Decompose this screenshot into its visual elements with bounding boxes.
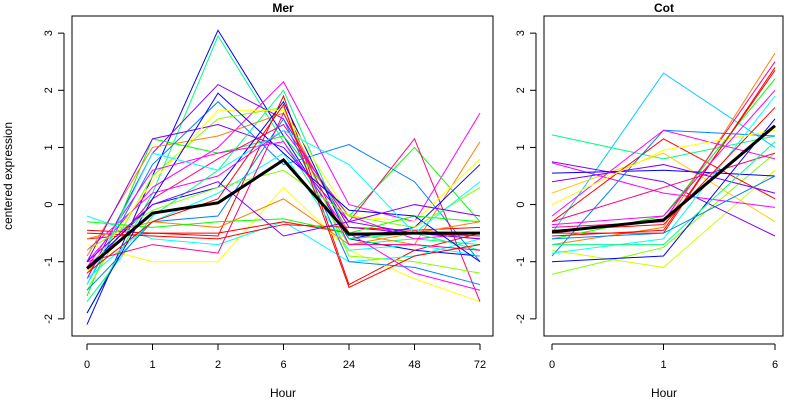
series-line-cot-23 [551, 69, 776, 237]
x-axis-label-mer: Hour [270, 386, 296, 400]
series-line-mer-1 [86, 34, 481, 314]
series-line-cot-20 [552, 141, 776, 246]
y-tick-label-cot: 3 [515, 30, 527, 36]
series-line-cot-22 [551, 175, 776, 240]
x-tick-label-mer: 1 [149, 359, 155, 371]
series-line-cot-14 [551, 129, 776, 217]
series-line-mer-17 [86, 124, 481, 262]
x-tick-label-mer: 0 [84, 359, 90, 371]
x-tick-label-mer: 72 [474, 359, 486, 371]
y-tick-label-mer: 2 [43, 87, 55, 93]
x-tick-label-cot: 1 [660, 359, 666, 371]
mean-line-mer [86, 158, 480, 270]
series-line-mer-18 [86, 89, 481, 303]
y-axis-label: centered expression [1, 122, 15, 230]
series-line-mer-14 [86, 224, 481, 240]
x-tick-label-mer: 2 [215, 359, 221, 371]
x-tick-label-mer: 48 [408, 359, 420, 371]
series-line-cot-24 [551, 89, 776, 226]
series-line-cot-12 [551, 169, 776, 177]
series-line-cot-8 [551, 52, 776, 246]
y-tick-label-cot: 0 [515, 202, 527, 208]
series-line-cot-6 [551, 162, 776, 208]
y-tick-label-mer: 3 [43, 30, 55, 36]
series-line-mer-25 [86, 141, 481, 291]
series-line-cot-9 [551, 61, 776, 228]
panel-title-mer: Mer [272, 1, 294, 15]
x-tick-label-mer: 6 [280, 359, 286, 371]
x-axis-label-cot: Hour [651, 386, 677, 400]
series-line-mer-24 [86, 92, 481, 314]
series-line-mer-9 [86, 101, 481, 285]
y-tick-label-mer: -2 [43, 314, 55, 324]
series-line-cot-15 [551, 95, 776, 254]
plot-frame-cot [543, 15, 784, 337]
series-line-mer-28 [86, 103, 481, 289]
y-tick-label-mer: 1 [43, 144, 55, 150]
y-tick-label-cot: 1 [515, 144, 527, 150]
series-line-mer-22 [86, 111, 481, 263]
series-line-cot-4 [551, 161, 776, 237]
series-line-mer-11 [86, 106, 481, 291]
series-line-mer-5 [86, 186, 481, 303]
x-tick-label-mer: 24 [343, 359, 355, 371]
y-tick-label-cot: 2 [515, 87, 527, 93]
x-tick-label-cot: 0 [549, 359, 555, 371]
y-tick-label-cot: -1 [515, 257, 527, 267]
series-line-cot-21 [551, 129, 776, 206]
series-line-mer-26 [86, 169, 481, 251]
series-line-cot-5 [551, 152, 776, 223]
y-tick-label-mer: 0 [43, 202, 55, 208]
series-line-cot-7 [551, 138, 776, 223]
series-line-mer-29 [86, 181, 481, 263]
series-line-cot-19 [551, 164, 776, 194]
panel-title-cot: Cot [654, 1, 674, 15]
series-line-mer-12 [86, 100, 481, 268]
y-tick-label-mer: -1 [43, 257, 55, 267]
mean-line-cot [551, 124, 776, 234]
y-tick-label-cot: -2 [515, 314, 527, 324]
plot-frame-mer [71, 15, 494, 337]
x-tick-label-cot: 6 [772, 359, 778, 371]
series-line-mer-19 [86, 109, 481, 274]
series-line-cot-2 [551, 152, 776, 275]
series-line-cot-18 [551, 152, 776, 223]
